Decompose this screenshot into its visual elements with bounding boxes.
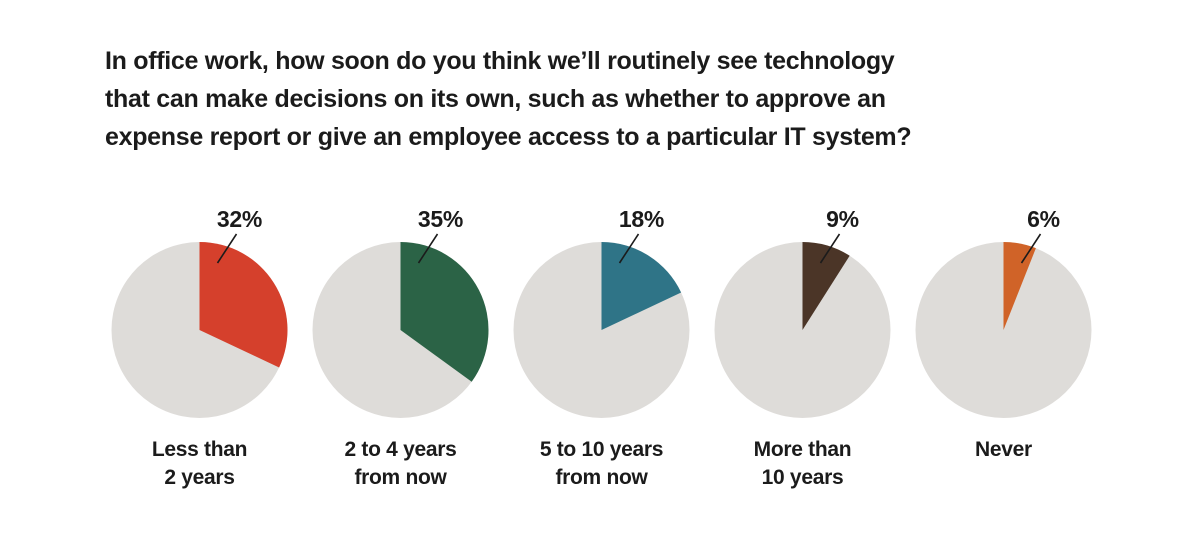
category-label: More than 10 years bbox=[754, 436, 852, 492]
callout-line bbox=[618, 233, 640, 264]
chart-title-line: expense report or give an employee acces… bbox=[105, 123, 912, 151]
pie-cell: 6% Never bbox=[903, 190, 1104, 520]
pie-cell: 35% 2 to 4 years from now bbox=[300, 190, 501, 520]
pie-slice bbox=[1003, 242, 1036, 330]
percent-label: 35% bbox=[418, 206, 463, 232]
pie-slice bbox=[802, 242, 850, 330]
percent-label: 9% bbox=[826, 206, 859, 232]
percent-label: 6% bbox=[1027, 206, 1060, 232]
category-label: Never bbox=[975, 436, 1032, 464]
category-label-line: 10 years bbox=[761, 466, 844, 489]
pie-cell: 32% Less than 2 years bbox=[99, 190, 300, 520]
category-label-line: from now bbox=[555, 466, 648, 489]
category-label-line: More than bbox=[753, 438, 852, 461]
pie-slice bbox=[199, 242, 288, 368]
chart-title-line: that can make decisions on its own, such… bbox=[105, 85, 886, 113]
callout-line bbox=[819, 233, 841, 264]
pie-slice bbox=[400, 242, 489, 382]
category-label: 2 to 4 years from now bbox=[345, 436, 457, 492]
category-label-line: Less than bbox=[151, 438, 248, 461]
category-label: 5 to 10 years from now bbox=[539, 436, 664, 492]
category-label-line: from now bbox=[354, 466, 447, 489]
callout-line bbox=[417, 233, 439, 264]
category-label-line: 5 to 10 years bbox=[539, 438, 664, 461]
callout-line bbox=[216, 233, 238, 264]
percent-label: 32% bbox=[217, 206, 262, 232]
category-label-line: 2 years bbox=[164, 466, 235, 489]
chart-title: In office work, how soon do you think we… bbox=[105, 42, 912, 156]
category-label-line: 2 to 4 years bbox=[344, 438, 457, 461]
category-label: Less than 2 years bbox=[151, 436, 248, 492]
pie-charts-row: 32% Less than 2 years 35% 2 to 4 years from n… bbox=[99, 190, 1104, 520]
pie-svg: 6% bbox=[915, 206, 1092, 418]
pie-svg: 32% bbox=[111, 206, 288, 418]
chart-title-line: In office work, how soon do you think we… bbox=[105, 47, 895, 75]
pie-svg: 18% bbox=[513, 206, 690, 418]
pie-slice bbox=[601, 242, 682, 330]
category-label-line: Never bbox=[975, 438, 1032, 461]
pie-cell: 18% 5 to 10 years from now bbox=[501, 190, 702, 520]
pie-svg: 35% bbox=[312, 206, 489, 418]
percent-label: 18% bbox=[619, 206, 664, 232]
pie-svg: 9% bbox=[714, 206, 891, 418]
pie-cell: 9% More than 10 years bbox=[702, 190, 903, 520]
callout-line bbox=[1020, 233, 1042, 264]
